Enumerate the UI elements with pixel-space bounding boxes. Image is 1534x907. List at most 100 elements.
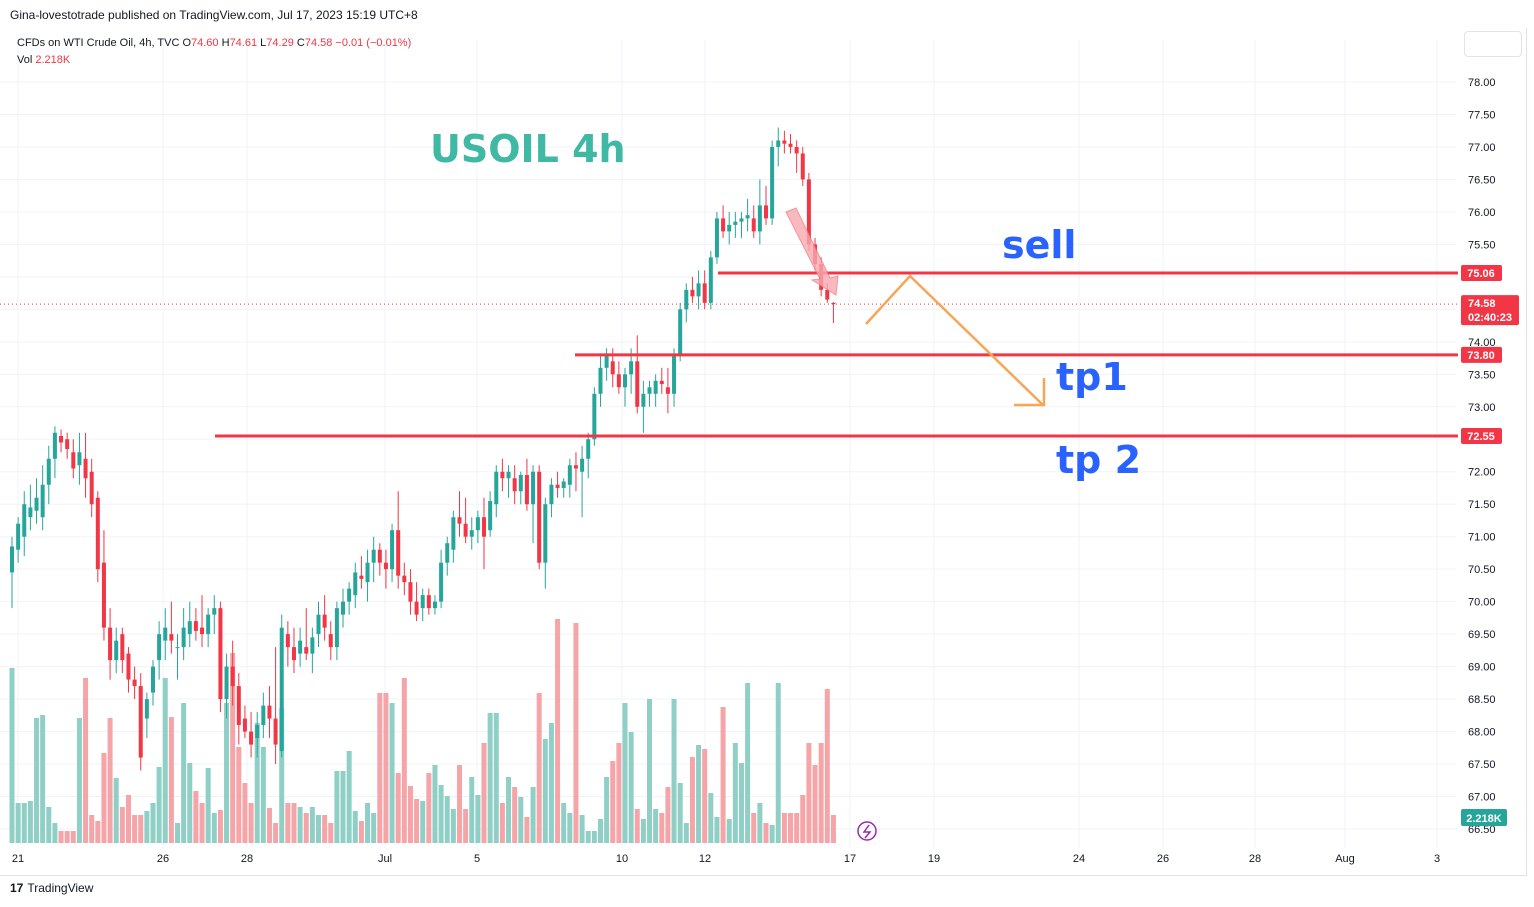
candle-body: [163, 627, 168, 641]
candle-body: [175, 647, 180, 649]
volume-tag-label: 2.218K: [1466, 813, 1502, 825]
volume-bar: [101, 753, 107, 843]
candle-body: [383, 562, 388, 570]
candle-body: [249, 731, 254, 745]
x-tick-label: 17: [844, 853, 856, 865]
candle-body: [457, 517, 462, 524]
y-tick-label: 77.50: [1468, 109, 1496, 121]
volume-bar: [322, 815, 328, 843]
volume-bar: [438, 785, 444, 843]
volume-bar: [640, 819, 646, 843]
candle-body: [690, 289, 695, 297]
candle-body: [561, 481, 566, 488]
legend-open: 74.60: [191, 37, 219, 49]
chart-frame: [0, 28, 1527, 876]
volume-bar: [217, 810, 223, 843]
candle-body: [727, 224, 732, 232]
volume-bar: [616, 743, 622, 843]
candle-body: [794, 146, 799, 154]
candle-body: [665, 387, 670, 394]
volume-bar: [156, 767, 162, 843]
candle-body: [580, 458, 585, 472]
candle-body: [482, 517, 487, 537]
volume-bar: [266, 808, 272, 843]
candle-body: [451, 517, 456, 550]
x-tick-label: 3: [1434, 853, 1440, 865]
volume-bar: [211, 813, 217, 843]
candle-body: [359, 575, 364, 579]
volume-bar: [622, 703, 628, 843]
candle-body: [641, 393, 646, 407]
volume-bar: [475, 795, 481, 843]
volume-bar: [463, 809, 469, 843]
y-tick-label: 76.50: [1468, 174, 1496, 186]
candle-body: [506, 471, 511, 479]
candle-body: [432, 601, 437, 609]
volume-bar: [604, 777, 610, 843]
candle-body: [647, 387, 652, 394]
volume-bar: [260, 747, 266, 843]
candle-body: [629, 361, 634, 375]
candle-body: [83, 458, 88, 479]
legend-symbol: CFDs on WTI Crude Oil, 4h, TVC: [17, 37, 180, 49]
candle-body: [788, 143, 793, 147]
volume-bar: [824, 689, 830, 843]
volume-bar: [696, 745, 702, 843]
candle-body: [653, 380, 658, 394]
volume-bar: [653, 809, 659, 843]
candle-body: [604, 354, 609, 368]
volume-bar: [309, 807, 315, 843]
y-tick-label: 68.50: [1468, 694, 1496, 706]
chart-settings-box[interactable]: [1464, 31, 1522, 57]
legend-high-label: H: [221, 37, 230, 49]
volume-bar: [665, 787, 671, 843]
candle-body: [236, 686, 241, 726]
volume-bar: [175, 823, 181, 843]
volume-bar: [236, 747, 242, 843]
tradingview-branding[interactable]: 17 TradingView: [10, 881, 93, 895]
volume-bar: [334, 771, 340, 843]
volume-bar: [567, 813, 573, 843]
volume-bar: [456, 765, 462, 843]
candle-body: [733, 221, 738, 225]
volume-bar: [812, 765, 818, 843]
volume-bar: [395, 773, 401, 843]
volume-bar: [21, 803, 27, 843]
candle-body: [132, 679, 137, 687]
legend-open-label: O: [182, 37, 192, 49]
lightning-icon[interactable]: [857, 821, 877, 841]
current-price-tag: [1461, 295, 1519, 326]
volume-bar: [444, 796, 450, 843]
volume-bar: [371, 813, 377, 843]
volume-bar: [193, 791, 199, 843]
candle-body: [714, 218, 719, 258]
candle-body: [316, 614, 321, 635]
volume-bar: [389, 703, 395, 843]
candle-body: [776, 140, 781, 147]
candle-body: [770, 146, 775, 219]
candle-body: [598, 367, 603, 394]
level-tag-label-tp2: 72.55: [1467, 431, 1495, 443]
annotation-tp1: tp1: [1056, 355, 1128, 399]
volume-bar: [9, 668, 15, 843]
candle-body: [144, 699, 149, 719]
candle-body: [150, 666, 155, 693]
volume-bar: [671, 699, 677, 843]
volume-tag: [1461, 809, 1507, 826]
volume-bar: [358, 821, 364, 843]
volume-bar: [818, 743, 824, 843]
volume-bar: [352, 811, 358, 843]
candle-body: [212, 608, 217, 615]
volume-bar: [591, 831, 597, 843]
candle-body: [181, 627, 186, 648]
volume-bar: [775, 683, 781, 843]
candle-body: [114, 640, 119, 661]
volume-bar: [187, 763, 193, 843]
volume-bar: [585, 831, 591, 843]
volume-bar: [702, 749, 708, 843]
candle-body: [592, 393, 597, 440]
candle-body: [40, 484, 45, 518]
volume-bar: [248, 803, 254, 843]
volume-bar: [579, 815, 585, 843]
